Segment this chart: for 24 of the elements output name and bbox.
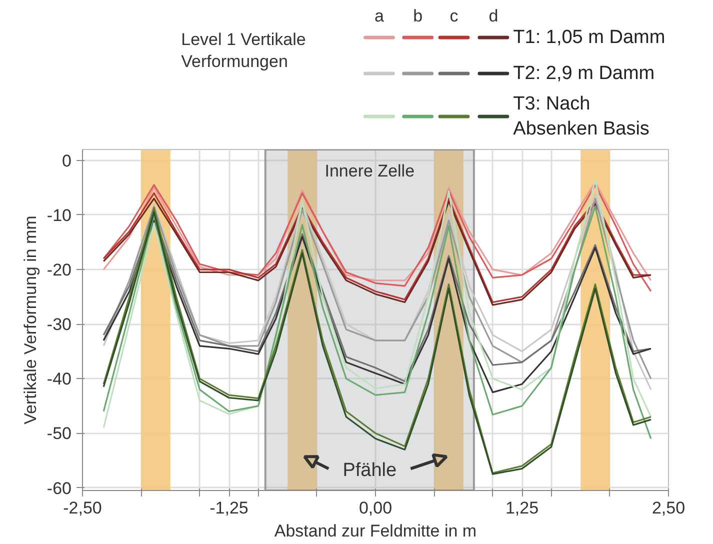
band-label: Innere Zelle [324,162,415,180]
y-tick-label: -50 [46,424,72,444]
text: a [374,6,384,26]
text: d [488,6,498,26]
x-axis-title: Abstand zur Feldmitte in m [274,522,477,540]
text: T2: 2,9 m Damm [513,63,655,84]
text: T3: Nach Absenken Basis [513,93,650,140]
y-tick-label: -60 [46,478,72,498]
text: c [450,6,459,26]
y-tick-label: -10 [46,206,72,225]
chart-title: Level 1 Vertikale Verformungen [181,30,306,71]
x-tick-label: 2,50 [652,498,686,518]
x-tick-label: -1,25 [210,498,248,518]
y-axis-title: Vertikale Verformung in mm [20,216,40,424]
text: b [413,6,423,26]
y-tick-label: -40 [46,370,72,389]
x-tick-label: 1,25 [505,498,539,518]
y-tick-label: -20 [46,260,72,280]
y-tick-label: 0 [62,151,72,170]
y-tick-label: -30 [46,315,72,334]
x-tick-label: -2,50 [63,498,102,518]
text: T1: 1,05 m Damm [513,27,666,48]
x-tick-label: 0,00 [358,498,392,518]
annotation: Pfähle [342,460,397,481]
